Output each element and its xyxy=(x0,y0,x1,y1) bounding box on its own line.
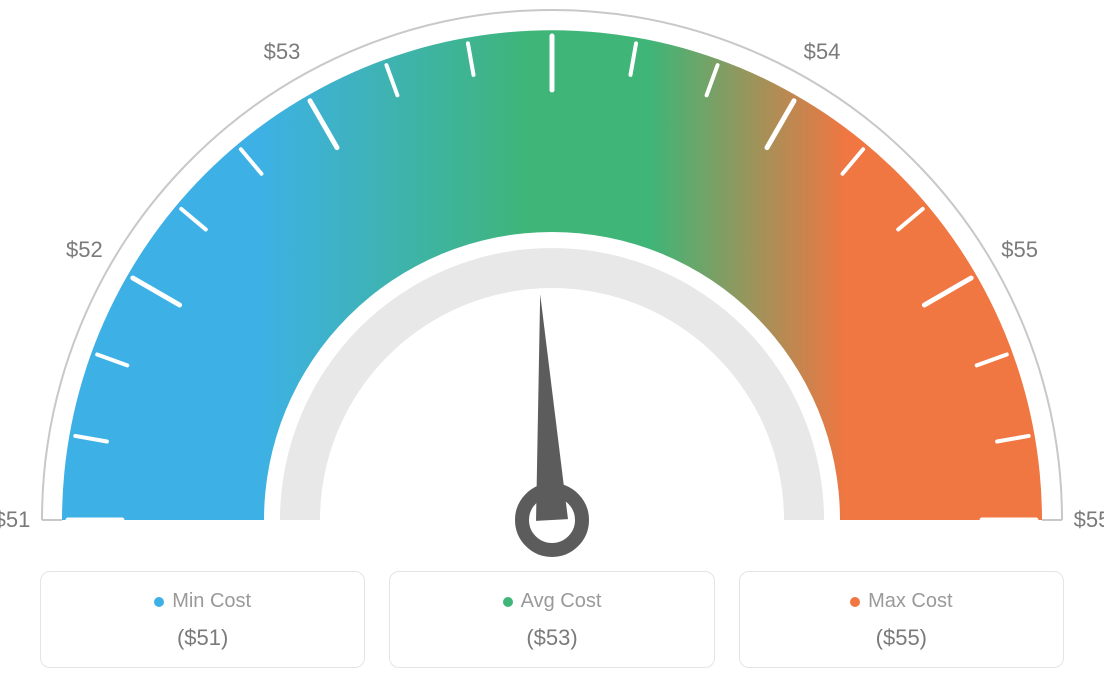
gauge-tick-label: $52 xyxy=(66,237,103,263)
gauge-chart: $51$52$53$53$54$55$55 xyxy=(0,0,1104,560)
gauge-svg xyxy=(0,0,1104,560)
gauge-tick-label: $55 xyxy=(1001,237,1038,263)
gauge-tick-label: $51 xyxy=(0,507,30,533)
min-dot-icon xyxy=(154,597,164,607)
legend-min-label: Min Cost xyxy=(172,590,251,613)
legend-card-max: Max Cost ($55) xyxy=(739,571,1064,668)
legend-max-label: Max Cost xyxy=(868,590,952,613)
legend-card-avg: Avg Cost ($53) xyxy=(389,571,714,668)
legend-min-value: ($51) xyxy=(51,625,354,651)
legend-card-min: Min Cost ($51) xyxy=(40,571,365,668)
gauge-tick-label: $54 xyxy=(804,39,841,65)
legend-avg-label: Avg Cost xyxy=(521,590,602,613)
legend-avg-value: ($53) xyxy=(400,625,703,651)
avg-dot-icon xyxy=(503,597,513,607)
max-dot-icon xyxy=(850,597,860,607)
legend-max-value: ($55) xyxy=(750,625,1053,651)
legend-row: Min Cost ($51) Avg Cost ($53) Max Cost (… xyxy=(0,571,1104,690)
gauge-tick-label: $53 xyxy=(264,39,301,65)
gauge-tick-label: $55 xyxy=(1074,507,1104,533)
